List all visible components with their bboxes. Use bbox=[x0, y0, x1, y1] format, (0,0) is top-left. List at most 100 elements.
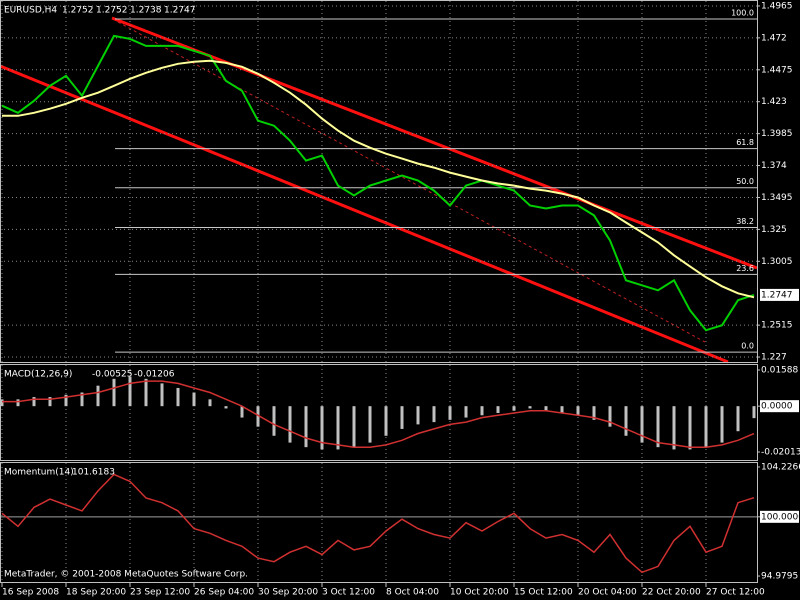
histogram-bar bbox=[176, 387, 180, 407]
histogram-bar bbox=[608, 406, 612, 427]
histogram-bar bbox=[672, 406, 676, 450]
y-tick-box bbox=[760, 510, 799, 523]
ohlc-value: 1.2752 bbox=[62, 6, 94, 16]
indicator-reading: 101.6183 bbox=[72, 468, 115, 478]
histogram-bar bbox=[464, 406, 468, 418]
indicator-reading: -0.00525 bbox=[92, 370, 132, 380]
histogram-bar bbox=[288, 406, 292, 443]
histogram-bar bbox=[752, 406, 756, 419]
last-price-box bbox=[760, 288, 799, 301]
series-line bbox=[1, 473, 755, 574]
histogram-bar bbox=[32, 397, 36, 407]
x-tick-label: 27 Oct 12:00 bbox=[706, 588, 765, 598]
y-tick-label: 94.9795 bbox=[761, 572, 798, 582]
indicator-title: MACD(12,26,9) bbox=[4, 370, 72, 380]
histogram-bar bbox=[64, 394, 68, 407]
histogram-bar bbox=[432, 406, 436, 423]
fib-label: 61.8 bbox=[736, 138, 754, 147]
x-tick-label: 10 Oct 20:00 bbox=[450, 588, 509, 598]
x-tick-label: 3 Oct 12:00 bbox=[322, 588, 375, 598]
histogram-bar bbox=[0, 399, 4, 407]
histogram-bar bbox=[208, 399, 212, 407]
histogram-bar bbox=[272, 406, 276, 436]
histogram-bar bbox=[192, 392, 196, 407]
histogram-bar bbox=[688, 406, 692, 450]
series-line bbox=[2, 59, 755, 299]
histogram-bar bbox=[560, 406, 564, 414]
channel-upper bbox=[111, 16, 758, 270]
ohlc-value: 1.2752 bbox=[96, 6, 128, 16]
y-tick-label: 104.2266 bbox=[761, 462, 800, 472]
histogram-bar bbox=[480, 406, 484, 416]
x-tick-label: 8 Oct 04:00 bbox=[386, 588, 439, 598]
histogram-bar bbox=[592, 406, 596, 420]
histogram-bar bbox=[48, 397, 52, 407]
histogram-bar bbox=[736, 406, 740, 432]
momentum-panel bbox=[0, 462, 758, 583]
y-tick-label: 1.227 bbox=[761, 353, 787, 363]
histogram-bar bbox=[416, 406, 420, 425]
indicator-reading: -0.01206 bbox=[134, 370, 175, 380]
y-tick-label: -0.02013 bbox=[761, 448, 800, 458]
histogram-bar bbox=[128, 376, 132, 407]
x-tick-label: 26 Sep 04:00 bbox=[194, 588, 254, 598]
y-tick-label: 1.423 bbox=[761, 97, 787, 107]
histogram-bar bbox=[368, 406, 372, 443]
x-tick-label: 23 Sep 12:00 bbox=[130, 588, 190, 598]
channel-lower bbox=[0, 64, 729, 364]
y-tick-label: 1.374 bbox=[761, 161, 787, 171]
y-tick-label: 0.01588 bbox=[761, 366, 798, 376]
ohlc-value: 1.2738 bbox=[130, 6, 162, 16]
x-tick-label: 16 Sep 2008 bbox=[2, 588, 59, 598]
copyright: MetaTrader, © 2001-2008 MetaQuotes Softw… bbox=[4, 570, 248, 580]
y-tick-label: 1.3005 bbox=[761, 257, 793, 267]
histogram-bar bbox=[96, 385, 100, 407]
histogram-bar bbox=[320, 406, 324, 450]
histogram-bar bbox=[720, 406, 724, 443]
y-tick-label: 1.4475 bbox=[761, 65, 793, 75]
histogram-bar bbox=[624, 406, 628, 436]
histogram-bar bbox=[112, 378, 116, 407]
histogram-bar bbox=[80, 392, 84, 407]
histogram-bar bbox=[16, 399, 20, 407]
y-tick-label: 1.3495 bbox=[761, 193, 793, 203]
fib-label: 50.0 bbox=[736, 177, 754, 186]
x-tick-label: 18 Sep 20:00 bbox=[66, 588, 126, 598]
fib-label: 23.6 bbox=[736, 264, 754, 273]
symbol: EURUSD,H4 bbox=[4, 6, 57, 16]
indicator-title: Momentum(14) bbox=[4, 468, 74, 478]
main-panel bbox=[0, 0, 758, 363]
histogram-bar bbox=[704, 406, 708, 448]
x-tick-label: 22 Oct 20:00 bbox=[642, 588, 701, 598]
y-tick-label: 1.472 bbox=[761, 33, 787, 43]
ohlc-value: 1.2747 bbox=[164, 6, 196, 16]
x-tick-label: 15 Oct 12:00 bbox=[514, 588, 573, 598]
histogram-bar bbox=[304, 406, 308, 448]
histogram-bar bbox=[656, 406, 660, 448]
y-tick-label: 0.0000 bbox=[761, 402, 793, 412]
histogram-bar bbox=[336, 406, 340, 450]
channel-lines bbox=[0, 16, 758, 364]
fib-label: 100.0 bbox=[731, 8, 754, 17]
histogram-bar bbox=[384, 406, 388, 436]
histogram-bar bbox=[544, 406, 548, 411]
y-tick-label: 100.0000 bbox=[761, 512, 800, 522]
y-tick-box bbox=[760, 400, 799, 413]
histogram-bar bbox=[528, 406, 532, 409]
series-line bbox=[1, 34, 755, 332]
histogram-bar bbox=[400, 406, 404, 429]
series-line bbox=[2, 380, 755, 448]
histogram-bar bbox=[224, 406, 228, 409]
fib-label: 38.2 bbox=[736, 217, 754, 226]
x-tick-label: 30 Sep 20:00 bbox=[258, 588, 318, 598]
histogram-bar bbox=[512, 406, 516, 411]
x-tick-label: 20 Oct 04:00 bbox=[578, 588, 637, 598]
y-tick-label: 1.2515 bbox=[761, 321, 793, 331]
histogram-bar bbox=[160, 383, 164, 407]
histogram-bar bbox=[576, 406, 580, 416]
histogram-bar bbox=[144, 378, 148, 407]
fib-label: 0.0 bbox=[741, 342, 754, 351]
panel-borders bbox=[0, 0, 758, 583]
y-tick-label: 1.325 bbox=[761, 225, 787, 235]
